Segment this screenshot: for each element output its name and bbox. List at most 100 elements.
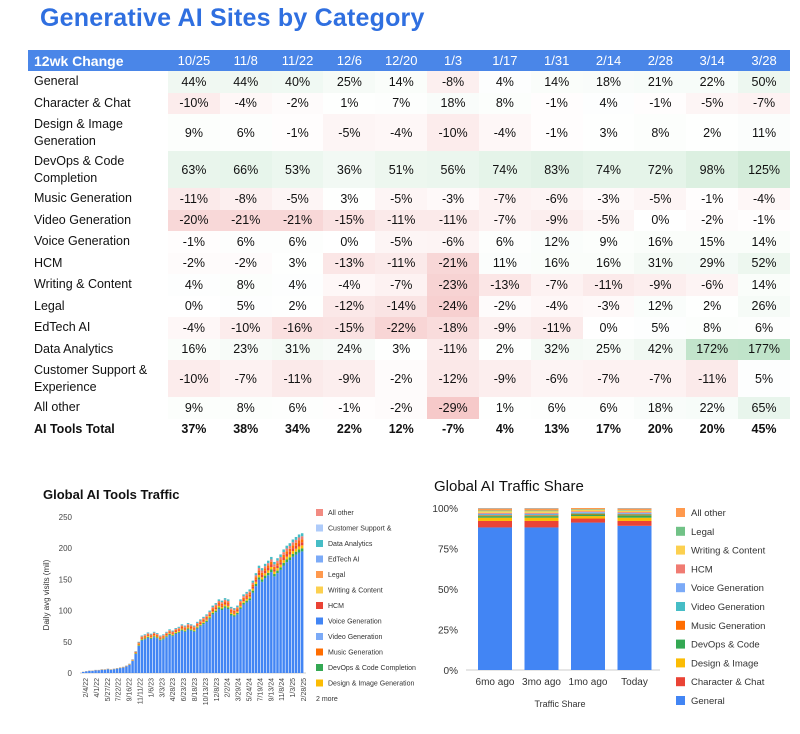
traffic-bar-segment — [226, 605, 230, 608]
traffic-bar-segment — [217, 605, 221, 608]
traffic-bar-segment — [282, 554, 285, 558]
change-cell: 51% — [375, 151, 428, 188]
change-cell: 34% — [285, 422, 311, 437]
traffic-bar-segment — [267, 567, 270, 571]
traffic-bar-segment — [137, 643, 140, 644]
traffic-bar-segment — [165, 633, 168, 635]
traffic-bar — [236, 614, 239, 673]
traffic-bar-segment — [159, 639, 162, 641]
legend-label: Music Generation — [691, 621, 765, 632]
change-cell: 20% — [647, 422, 673, 437]
traffic-bar-segment — [263, 570, 267, 574]
share-bar-segment — [478, 515, 512, 517]
traffic-bar-segment — [239, 600, 242, 603]
traffic-bar-segment — [168, 634, 171, 635]
change-cell: -11% — [427, 338, 479, 360]
change-cell: -12% — [427, 360, 479, 397]
traffic-bar-segment — [273, 566, 276, 570]
traffic-bar-segment — [208, 616, 211, 618]
table-row: Music Generation -11% -8% -5% 3% -5% -3% -7% -6%… — [28, 188, 790, 210]
legend-label: Music Generation — [328, 650, 383, 657]
change-cell: -4% — [323, 274, 376, 296]
traffic-bar-segment — [251, 586, 255, 589]
traffic-bar-segment — [279, 554, 282, 558]
traffic-bar-segment — [165, 634, 168, 636]
share-bar-segment — [524, 520, 559, 528]
change-cell: -3% — [583, 296, 635, 318]
traffic-bar-segment — [270, 561, 273, 565]
traffic-bar-segment — [260, 572, 264, 575]
traffic-bar-segment — [189, 625, 193, 627]
traffic-bar-segment — [149, 634, 153, 636]
traffic-bar-segment — [205, 615, 208, 617]
traffic-bar-segment — [260, 574, 264, 578]
traffic-bar — [103, 669, 107, 673]
traffic-bar-segment — [137, 645, 140, 646]
change-cell: -5% — [634, 188, 687, 210]
traffic-bar-segment — [245, 595, 248, 598]
traffic-bar-segment — [183, 626, 187, 628]
change-cell: -6% — [530, 360, 583, 397]
traffic-bar-segment — [143, 637, 147, 639]
traffic-bar-segment — [248, 598, 251, 601]
traffic-bar-segment — [143, 635, 147, 637]
change-cell: 21% — [634, 71, 687, 93]
y-tick-label: 50 — [63, 638, 72, 647]
legend-swatch — [676, 677, 685, 687]
traffic-bar-segment — [233, 609, 236, 611]
traffic-bar-segment — [199, 623, 202, 626]
share-bar-segment — [478, 511, 512, 513]
traffic-bar-segment — [257, 565, 261, 568]
change-cell: 6% — [599, 400, 618, 415]
traffic-bar-segment — [199, 621, 202, 623]
traffic-bar — [137, 645, 140, 673]
traffic-bar-segment — [214, 606, 218, 608]
change-cell: -15% — [323, 209, 376, 231]
legend-label: Data Analytics — [328, 541, 373, 548]
traffic-bar-segment — [193, 629, 196, 631]
row-label: DevOps & Code Completion — [34, 153, 125, 185]
change-cell: -8% — [427, 71, 479, 93]
traffic-bar-segment — [159, 637, 162, 638]
traffic-bar-segment — [263, 568, 267, 571]
traffic-bar-segment — [251, 582, 255, 585]
traffic-bar-segment — [183, 629, 187, 631]
table-row: Design & Image Generation 9% 6% -1% -5% -4% -1… — [28, 114, 790, 151]
change-cell: 11% — [752, 125, 777, 140]
row-label: Data Analytics — [34, 341, 114, 356]
legend-swatch — [316, 586, 323, 594]
traffic-bar — [276, 573, 279, 673]
traffic-bar-segment — [236, 612, 239, 615]
x-tick-label: 3/3/23 — [159, 678, 166, 698]
traffic-bar-segment — [168, 630, 171, 632]
change-cell: 66% — [219, 151, 272, 188]
traffic-bar-segment — [202, 622, 205, 625]
change-cell: 32% — [530, 338, 583, 360]
x-tick-label: 12/8/23 — [214, 678, 221, 701]
change-cell: 8% — [236, 400, 255, 415]
change-cell: 22% — [686, 71, 739, 93]
change-cell: -10% — [219, 317, 272, 339]
change-cell: -8% — [219, 188, 272, 210]
change-cell: -2% — [390, 371, 413, 386]
traffic-bar-segment — [177, 631, 181, 633]
column-header: 1/3 — [427, 50, 479, 71]
traffic-bar-segment — [205, 618, 208, 620]
traffic-bar-segment — [270, 559, 273, 562]
traffic-bar — [230, 615, 233, 673]
table-row: Video Generation -20% -21% -21% -15% -11% -11%… — [28, 209, 790, 231]
change-cell: -4% — [530, 295, 583, 317]
row-label: Video Generation — [34, 212, 132, 227]
change-cell: 36% — [323, 151, 376, 188]
share-bar-segment — [617, 515, 652, 518]
traffic-bar-segment — [300, 545, 304, 549]
traffic-bar-segment — [297, 537, 301, 541]
change-cell: 5% — [755, 371, 774, 386]
traffic-bar — [112, 669, 116, 673]
traffic-bar-segment — [189, 626, 193, 628]
legend-label: Design & Image — [691, 658, 759, 669]
traffic-bar — [149, 638, 153, 673]
traffic-bar-segment — [186, 628, 190, 630]
traffic-bar-segment — [193, 630, 196, 632]
change-cell: -21% — [271, 209, 324, 231]
